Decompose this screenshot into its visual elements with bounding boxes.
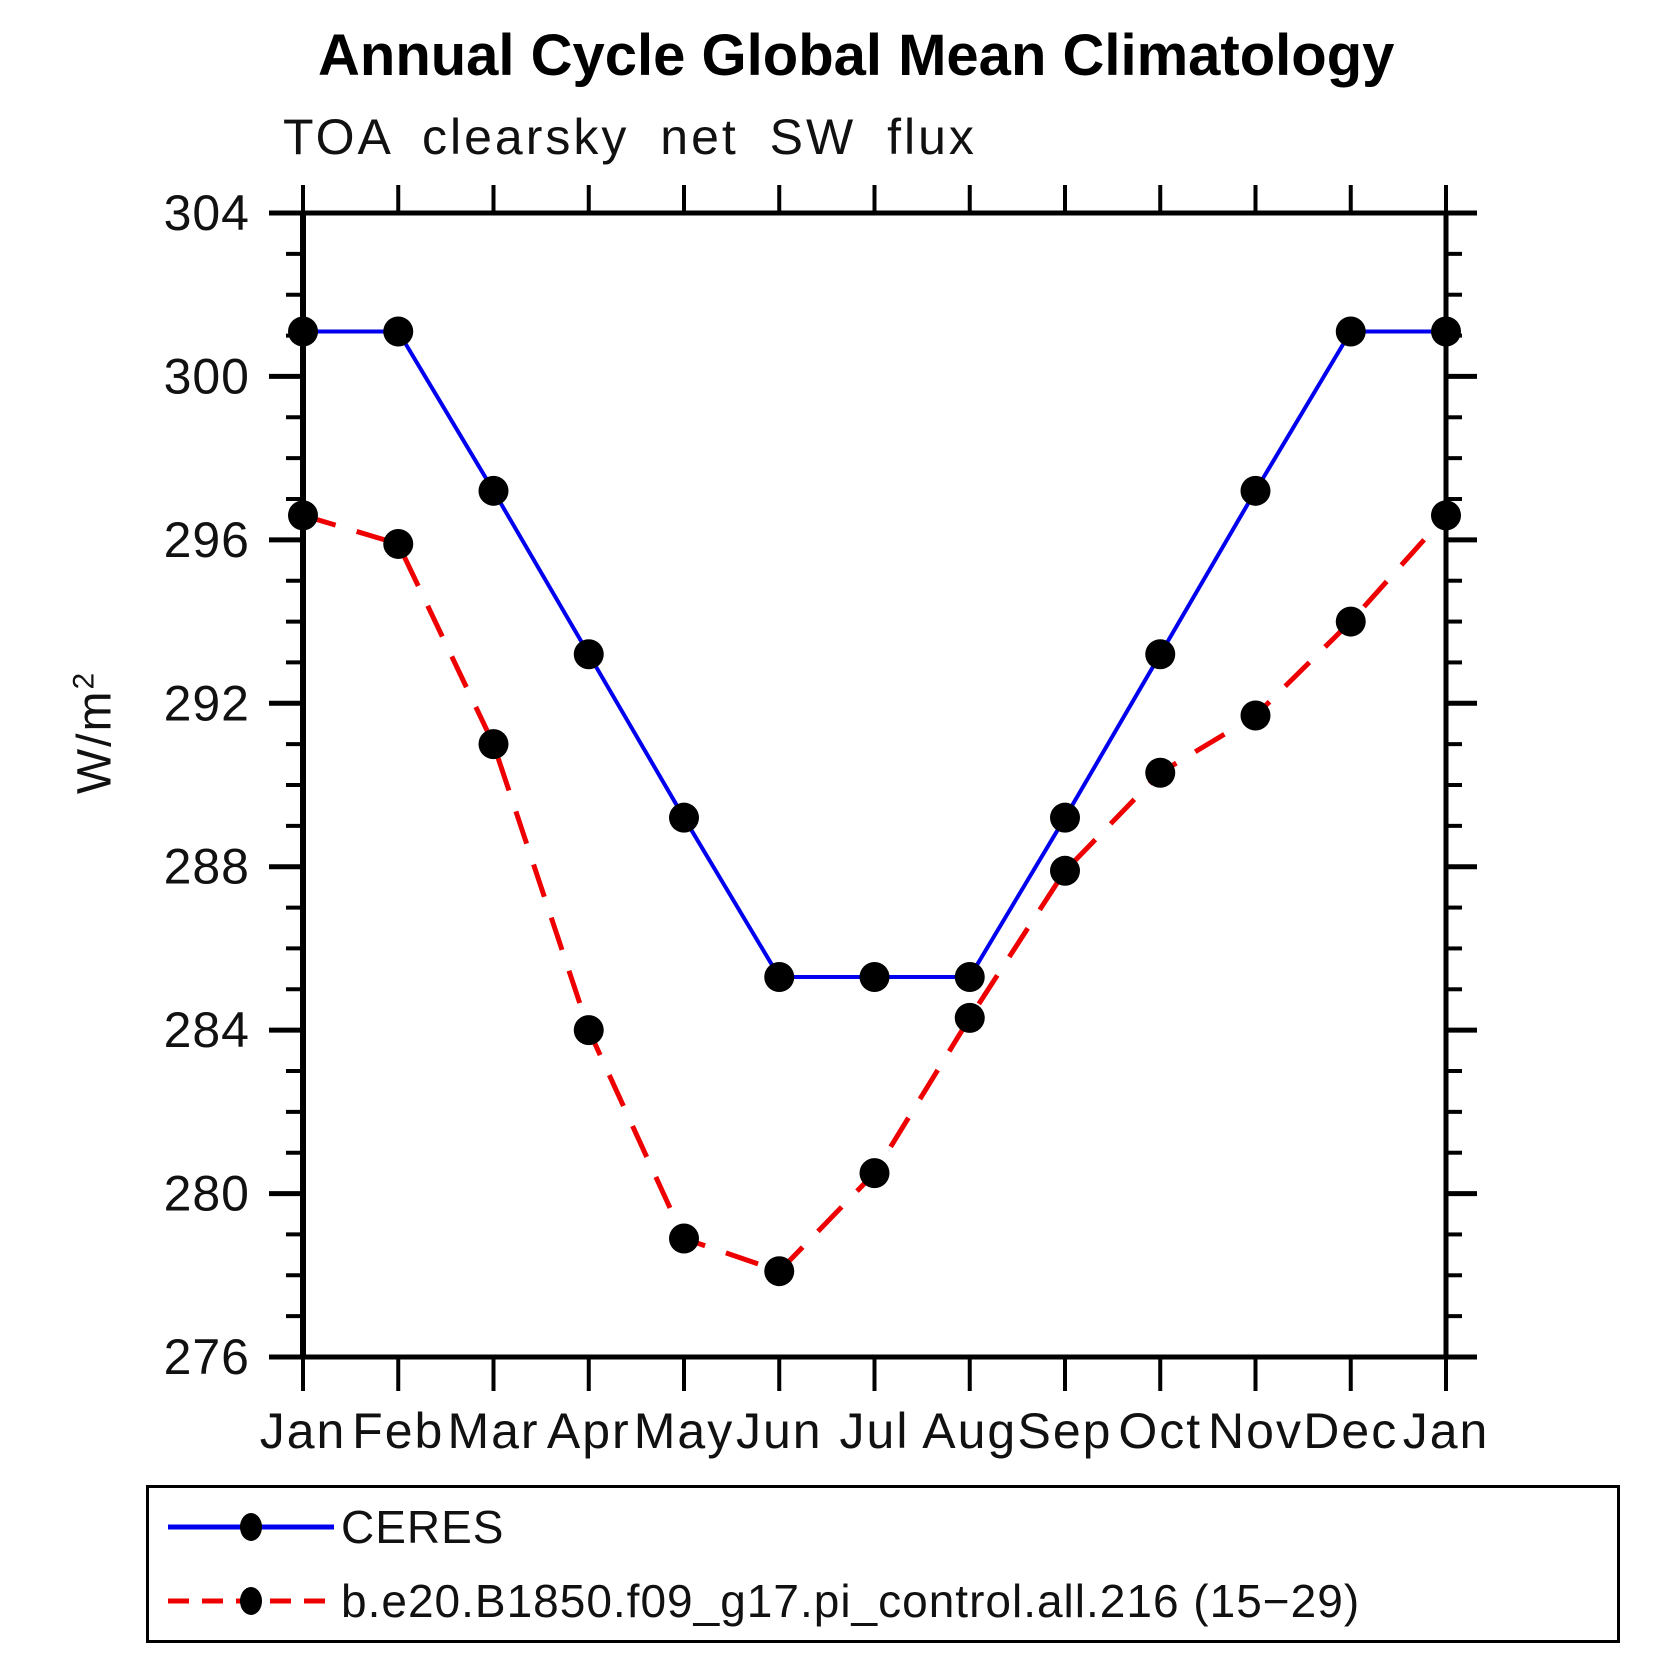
series-line-ceres (303, 329, 1446, 980)
x-tick-label: Aug (922, 1403, 1017, 1459)
x-tick-label: May (634, 1403, 734, 1459)
x-tick-label: Mar (447, 1403, 539, 1459)
legend-line-sample-dashed (168, 1587, 334, 1615)
y-tick-label: 292 (164, 675, 250, 731)
chart-legend: CERES b.e20.B1850.f09_g17.pi_control.all… (146, 1485, 1620, 1643)
page-title: Annual Cycle Global Mean Climatology (318, 23, 1395, 88)
x-axis-ticks (301, 185, 1448, 1391)
y-tick-label: 304 (164, 185, 250, 241)
series-markers-ceres (288, 316, 1461, 993)
y-tick-label: 284 (164, 1002, 250, 1058)
legend-marker-icon (240, 1587, 262, 1615)
x-tick-label: Feb (352, 1403, 444, 1459)
y-axis-tick-labels: 276 280 284 288 292 296 300 304 (164, 185, 250, 1385)
y-tick-label: 280 (164, 1166, 250, 1222)
y-tick-label: 296 (164, 512, 250, 568)
series-line-model (302, 512, 1448, 1275)
y-tick-label: 288 (164, 839, 250, 895)
x-tick-label: Jul (840, 1403, 910, 1459)
x-tick-label: Jun (736, 1403, 823, 1459)
y-tick-label: 276 (164, 1329, 250, 1385)
legend-item-ceres: CERES (165, 1492, 1617, 1562)
series-markers-model (288, 500, 1461, 1287)
chart-subtitle: TOA clearsky net SW flux (283, 109, 977, 165)
legend-item-model: b.e20.B1850.f09_g17.pi_control.all.216 (… (165, 1566, 1617, 1636)
x-tick-label: Sep (1018, 1403, 1113, 1459)
x-tick-label: Oct (1118, 1403, 1202, 1459)
legend-label-model: b.e20.B1850.f09_g17.pi_control.all.216 (… (341, 1575, 1361, 1627)
legend-label-ceres: CERES (341, 1501, 505, 1553)
x-tick-label: Jan (1403, 1403, 1490, 1459)
x-tick-label: Dec (1303, 1403, 1398, 1459)
legend-line-sample-solid (168, 1513, 334, 1541)
x-tick-label: Apr (547, 1403, 631, 1459)
x-tick-label: Nov (1208, 1403, 1303, 1459)
legend-marker-icon (240, 1513, 262, 1541)
y-tick-label: 300 (164, 348, 250, 404)
x-tick-label: Jan (260, 1403, 347, 1459)
x-axis-tick-labels: Jan Feb Mar Apr May Jun Jul Aug Sep Oct Nov Dec Jan (260, 1403, 1490, 1459)
